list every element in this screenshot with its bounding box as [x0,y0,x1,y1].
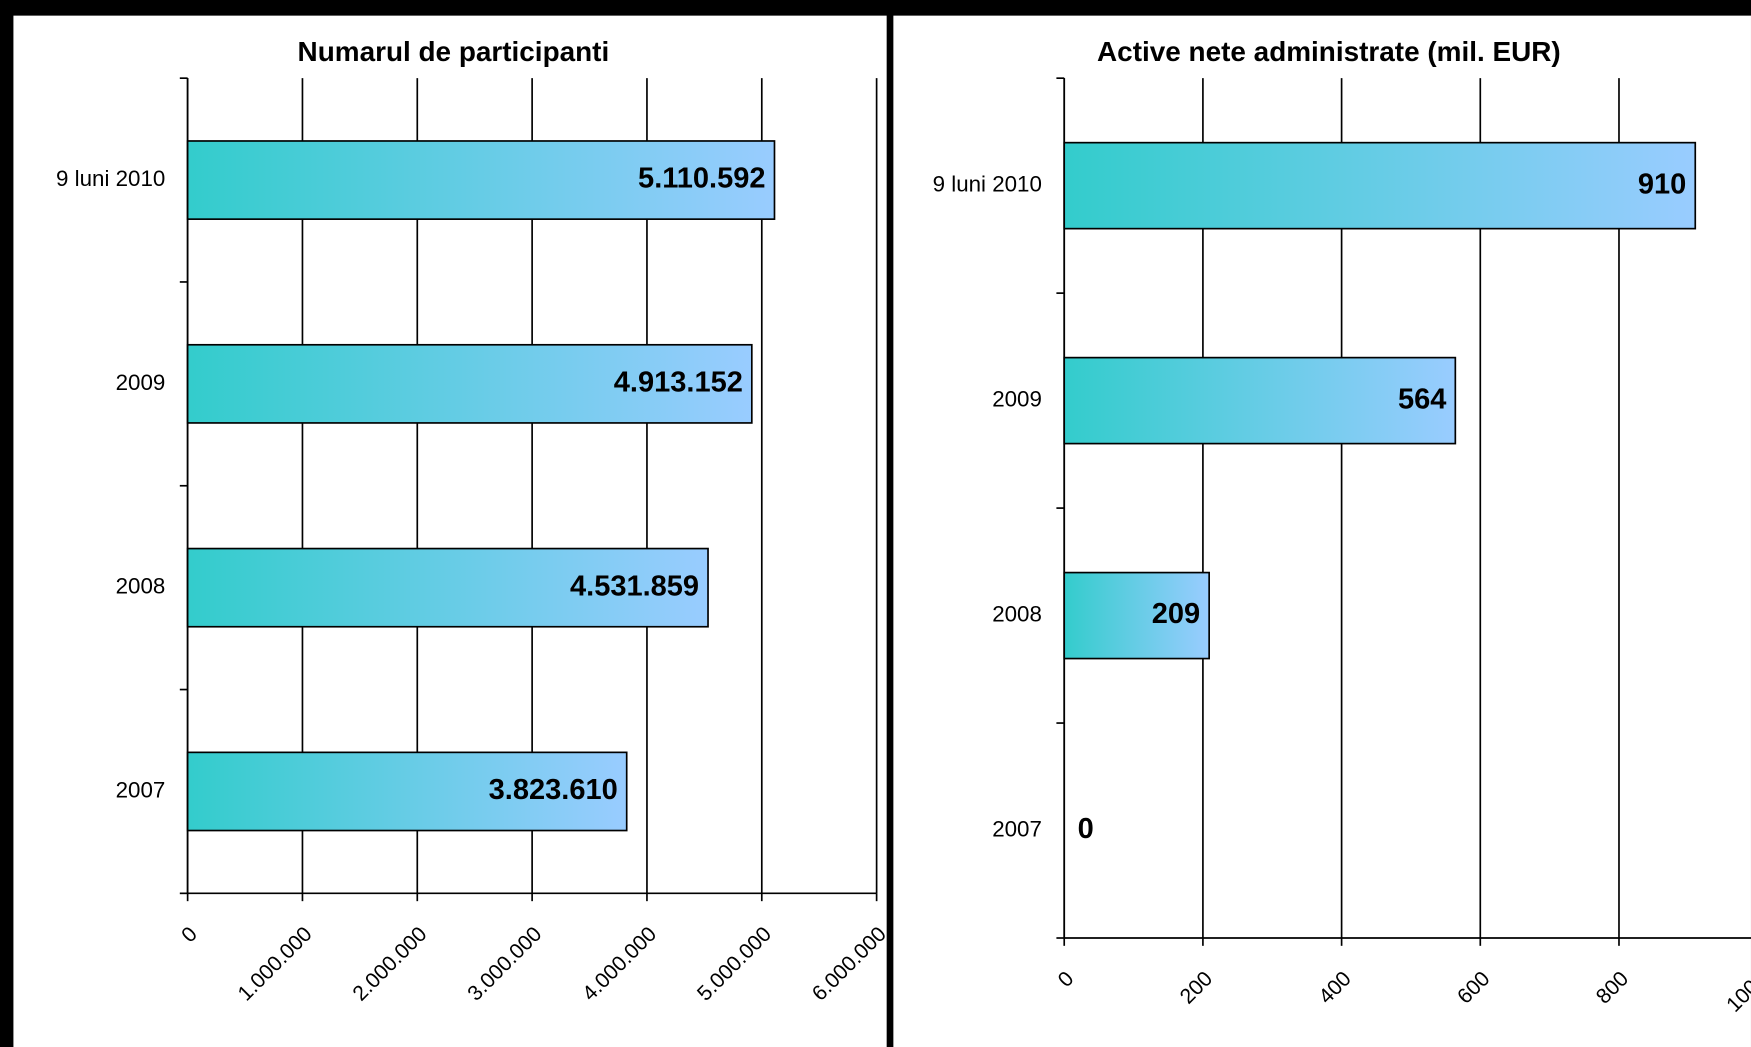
data-label: 3.823.610 [489,774,618,806]
y-tick-label: 2008 [992,601,1042,626]
data-label: 4.913.152 [614,367,743,399]
bar [1063,141,1697,230]
y-tick-label: 2008 [116,574,166,599]
data-label: 0 [1078,813,1094,845]
bar [186,751,628,832]
y-tick-label: 2009 [116,370,166,395]
data-label: 209 [1152,598,1200,630]
data-label: 910 [1638,168,1686,200]
bar [186,547,709,628]
bar [1063,356,1457,445]
y-tick-label: 9 luni 2010 [933,172,1042,197]
y-tick-label: 2009 [992,387,1042,412]
bar [1063,571,1210,660]
bar [186,140,776,220]
data-label: 564 [1398,383,1446,415]
chart-title: Active nete administrate (mil. EUR) [1097,36,1561,67]
data-label: 5.110.592 [638,163,765,195]
bar [186,343,753,424]
chart-title: Numarul de participanti [298,36,610,67]
y-tick-label: 9 luni 2010 [56,166,165,191]
data-label: 4.531.859 [570,570,699,602]
y-tick-label: 2007 [992,816,1042,841]
y-tick-label: 2007 [116,777,166,802]
